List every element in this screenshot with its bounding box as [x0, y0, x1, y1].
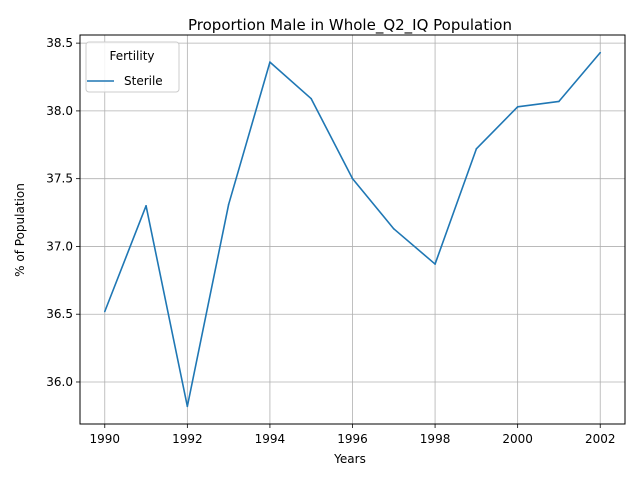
legend: Fertility Sterile: [85, 41, 180, 93]
y-tick-label: 36.0: [46, 375, 73, 389]
y-tick-label: 36.5: [46, 307, 73, 321]
legend-title: Fertility: [109, 49, 154, 63]
x-tick-label: 1998: [420, 432, 451, 446]
data-point: [103, 310, 106, 313]
x-tick-label: 2002: [585, 432, 616, 446]
data-point: [186, 405, 189, 408]
x-tick-label: 1994: [255, 432, 286, 446]
x-tick-label: 2000: [502, 432, 533, 446]
y-axis-label: % of Population: [13, 183, 27, 277]
data-point: [434, 263, 436, 265]
chart-title: Proportion Male in Whole_Q2_IQ Populatio…: [188, 16, 512, 35]
data-point: [558, 100, 560, 103]
x-axis: 1990 1992 1994 1996 1998 2000 2002: [89, 424, 616, 446]
x-tick-label: 1992: [172, 432, 203, 446]
data-point: [392, 228, 395, 230]
data-point: [145, 204, 147, 207]
y-tick-label: 38.0: [46, 104, 73, 118]
data-point: [599, 51, 602, 54]
y-tick-label: 37.5: [46, 172, 73, 186]
data-point: [475, 148, 478, 150]
data-point: [269, 61, 271, 63]
grid: [80, 35, 625, 424]
data-point: [227, 203, 230, 206]
data-point: [516, 106, 519, 108]
legend-label-sterile: Sterile: [124, 74, 163, 88]
y-axis: 36.0 36.5 37.0 37.5 38.0 38.5: [46, 36, 80, 389]
y-tick-label: 38.5: [46, 36, 73, 50]
x-tick-label: 1990: [89, 432, 120, 446]
y-tick-label: 37.0: [46, 239, 73, 253]
x-axis-label: Years: [333, 452, 366, 466]
data-point: [310, 97, 313, 100]
legend-box: [85, 41, 180, 93]
data-point: [351, 177, 354, 180]
series-layer: [103, 51, 602, 408]
x-tick-label: 1996: [337, 432, 368, 446]
